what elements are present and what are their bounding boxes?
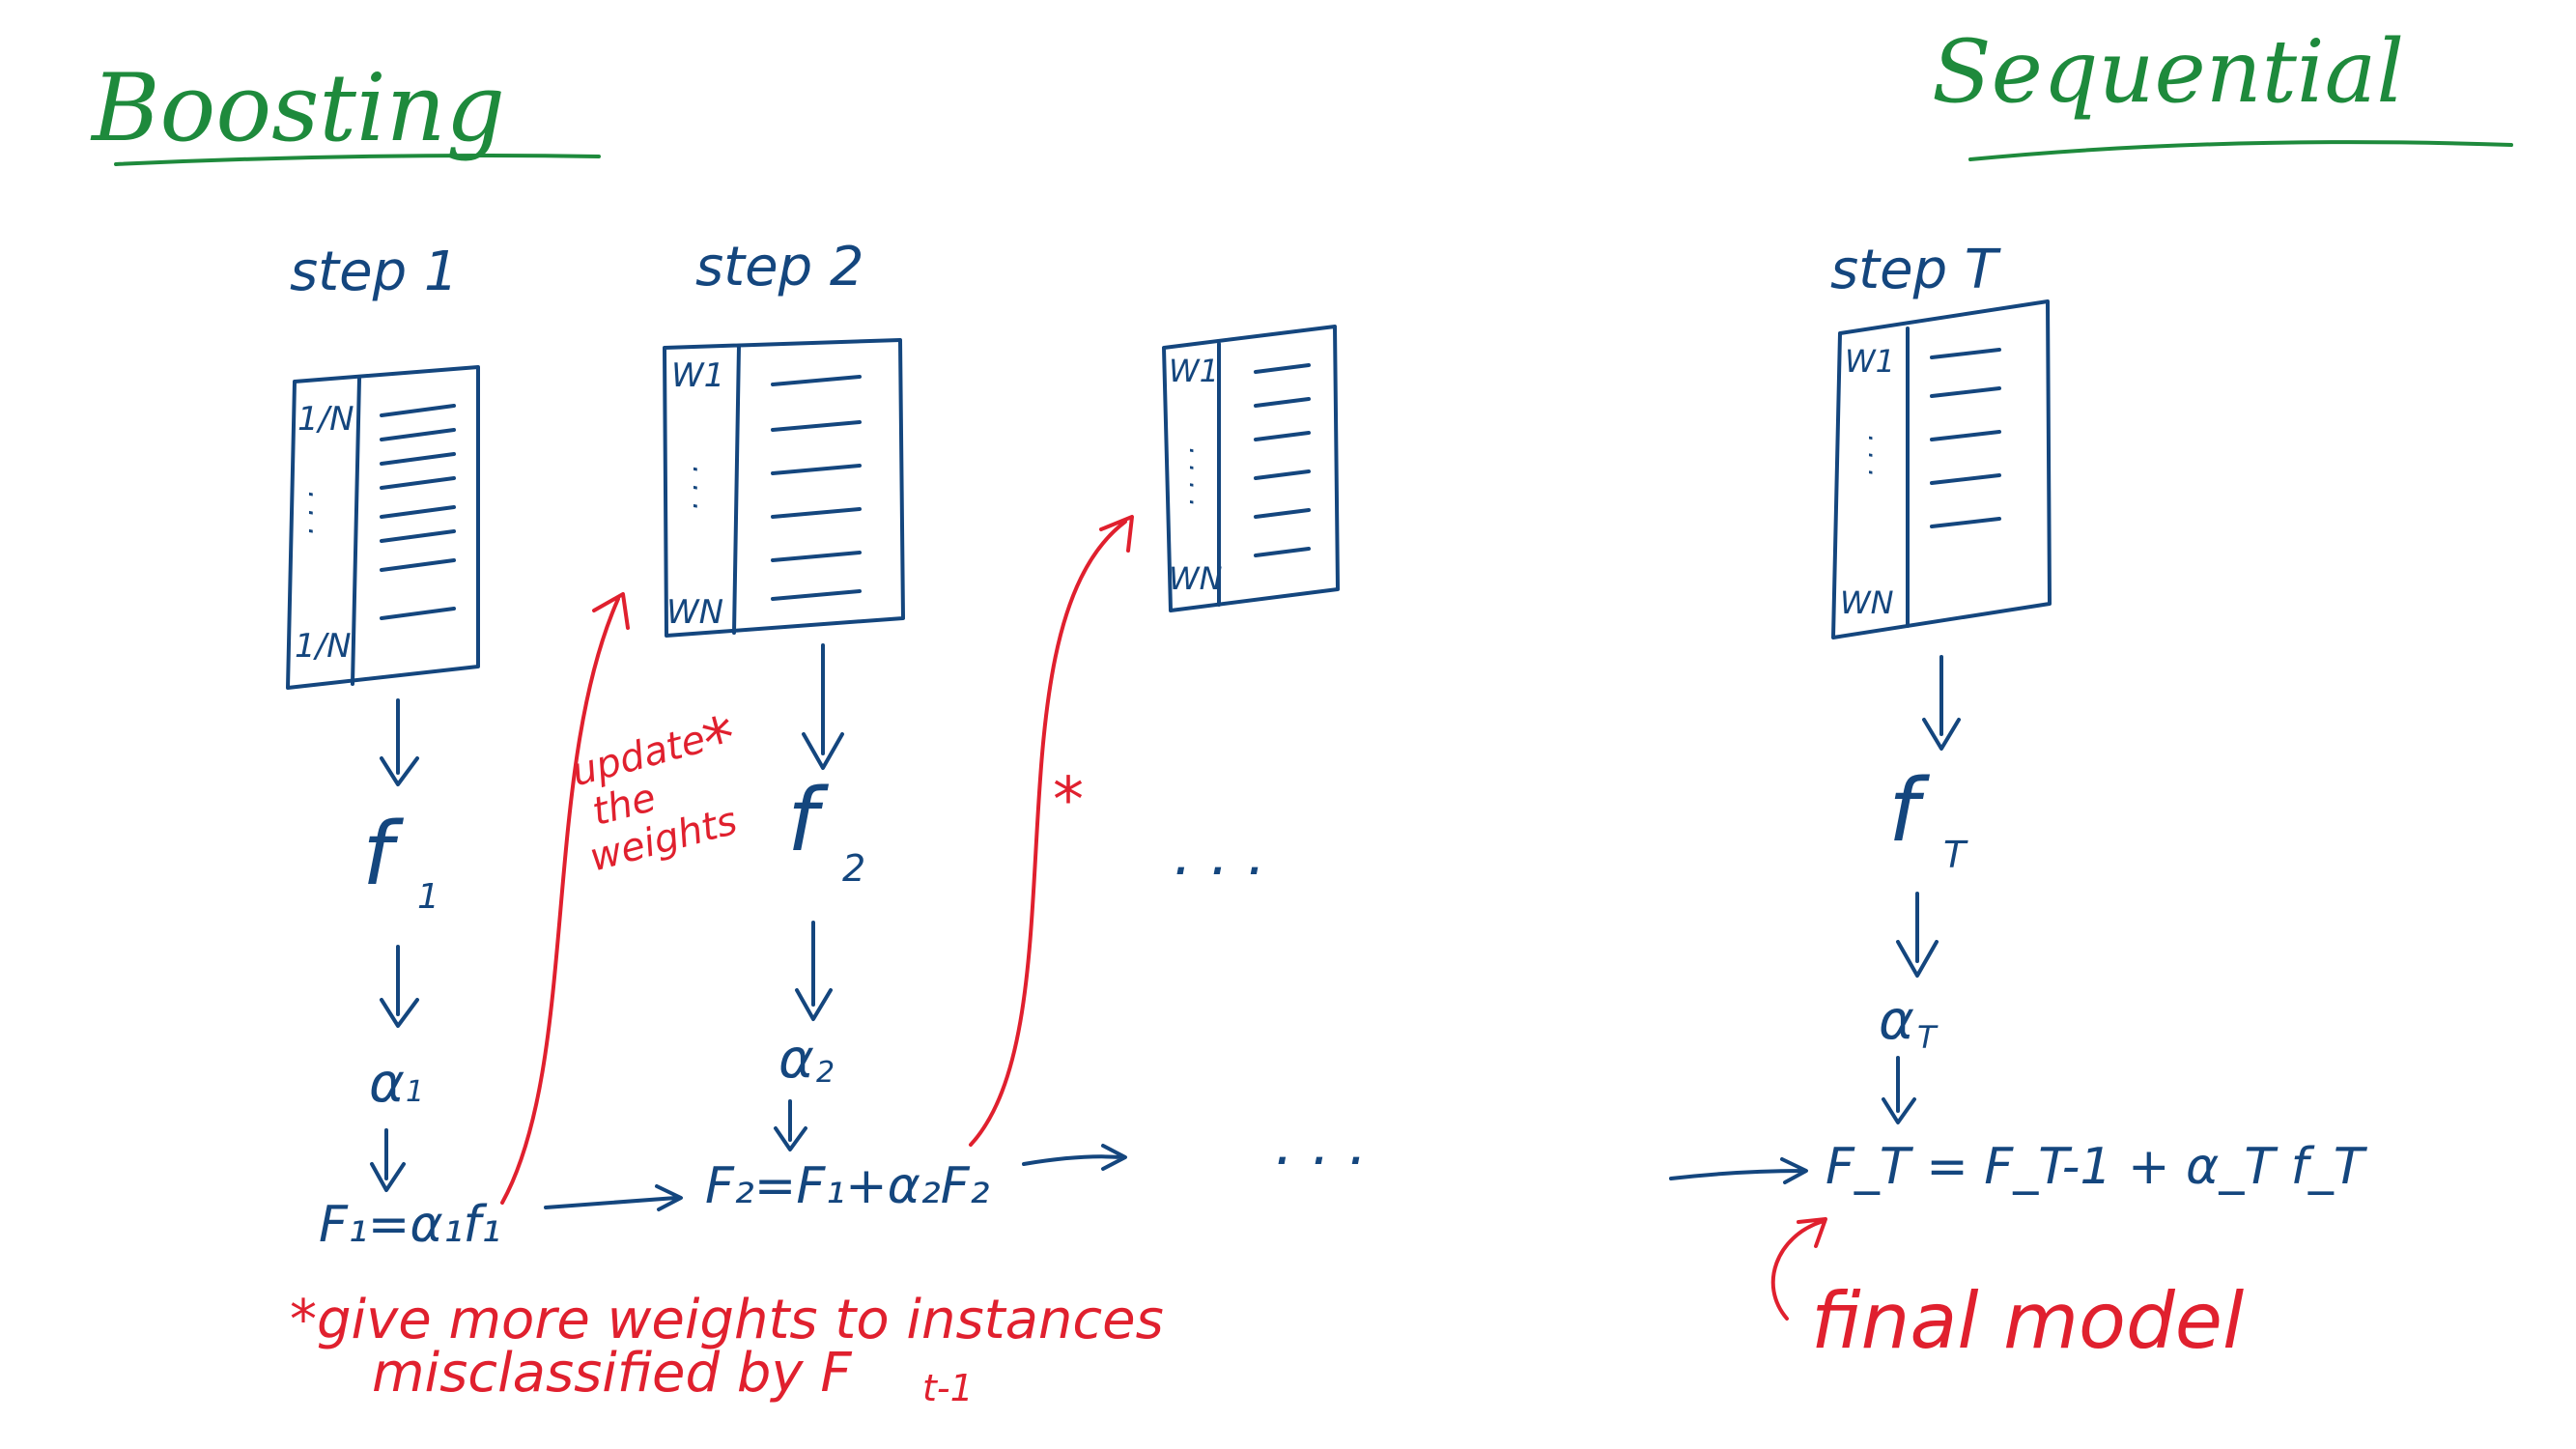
- table-3-bottom-weight: WN: [1169, 560, 1223, 597]
- alpha-2: α: [778, 1028, 814, 1091]
- formula-F2: F₂=F₁+α₂F₂: [705, 1157, 990, 1215]
- update-note-star: *: [696, 703, 745, 781]
- model-fT-subscript: T: [1943, 834, 1968, 876]
- table-3-top-weight: W1: [1169, 353, 1219, 389]
- update-weights-note: update the weights *: [567, 703, 745, 881]
- update-arrow-2: [969, 515, 1134, 1147]
- weights-table-2: W1 . . . WN: [663, 338, 905, 638]
- table-T-dots: . . .: [1862, 435, 1894, 478]
- alpha-T-subscript: T: [1917, 1019, 1939, 1056]
- heading-boosting: Boosting: [90, 54, 505, 162]
- weights-table-1: 1/N . . . 1/N: [286, 365, 480, 690]
- model-f1: f: [362, 804, 405, 905]
- footnote-line-2: misclassified by F: [372, 1342, 852, 1405]
- alpha-1: α: [369, 1052, 405, 1115]
- footnote-subscript: t-1: [922, 1367, 974, 1409]
- step-T-label: step T: [1830, 239, 2001, 301]
- step-1-label: step 1: [290, 241, 459, 303]
- chain-step-1: f 1 α 1 F₁=α₁f₁: [319, 698, 501, 1254]
- update-arrow-1: [500, 592, 630, 1205]
- final-model-arrow: [1770, 1217, 1827, 1321]
- step-2-label: step 2: [695, 236, 864, 298]
- alpha-2-subscript: 2: [816, 1056, 835, 1090]
- arrow-into-FT: [1669, 1157, 1808, 1184]
- table-1-top-weight: 1/N: [297, 400, 354, 439]
- heading-sequential: Sequential: [1932, 21, 2404, 123]
- weights-table-T: W1 . . . WN: [1831, 299, 2052, 639]
- alpha-T: α: [1879, 989, 1914, 1052]
- table-3-dots: . . . .: [1183, 447, 1215, 507]
- chain-step-2: f 2 α 2 F₂=F₁+α₂F₂: [705, 643, 990, 1215]
- model-f2-subscript: 2: [842, 847, 865, 890]
- arrow-F1-to-F2: [544, 1184, 683, 1211]
- footnote-line-1: *give more weights to instances: [290, 1289, 1164, 1351]
- ellipsis-middle: . . .: [1174, 821, 1265, 889]
- heading-boosting-underline: [114, 154, 601, 166]
- update-arrow-2-star: *: [1053, 765, 1084, 837]
- model-f1-subscript: 1: [417, 877, 439, 917]
- model-f2: f: [787, 770, 830, 871]
- formula-FT: F_T = F_T-1 + α_T f_T: [1826, 1138, 2368, 1196]
- chain-step-T: f T α T F_T = F_T-1 + α_T f_T: [1826, 655, 2368, 1196]
- table-1-bottom-weight: 1/N: [295, 627, 352, 666]
- heading-sequential-underline: [1968, 140, 2513, 161]
- table-T-bottom-weight: WN: [1840, 584, 1894, 621]
- table-2-bottom-weight: WN: [666, 593, 723, 632]
- table-2-top-weight: W1: [671, 356, 724, 395]
- ellipsis-bottom: . . .: [1275, 1111, 1367, 1179]
- arrow-F2-to-next: [1022, 1144, 1127, 1171]
- weights-table-3: W1 . . . . WN: [1162, 325, 1340, 612]
- table-1-dots: . . .: [301, 491, 335, 537]
- final-model-label: final model: [1811, 1276, 2244, 1366]
- alpha-1-subscript: 1: [406, 1075, 424, 1109]
- table-2-dots: . . .: [686, 466, 720, 512]
- formula-F1: F₁=α₁f₁: [319, 1196, 501, 1254]
- model-fT: f: [1888, 760, 1931, 862]
- table-T-top-weight: W1: [1845, 343, 1895, 380]
